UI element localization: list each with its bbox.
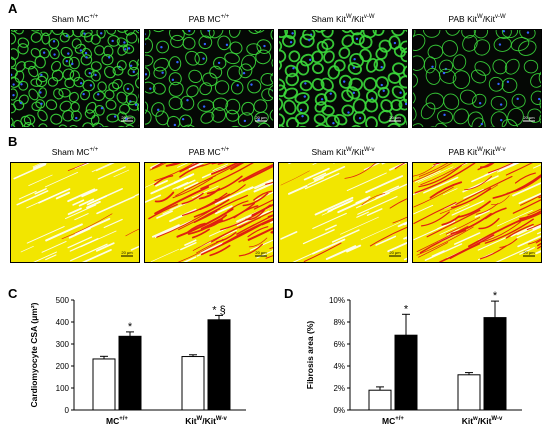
panel-letter-b: B — [8, 134, 18, 149]
bar-pab — [207, 319, 231, 411]
y-tick-label: 0 — [65, 406, 70, 415]
label-part: +/+ — [89, 14, 99, 21]
panel-letter-c: C — [8, 286, 18, 301]
scale-bar-label: 20 μm — [523, 115, 535, 120]
label-part: /Kit — [351, 147, 364, 157]
image-label-b4: PAB KitW/KitW-v — [412, 147, 542, 157]
scale-bar-label: 20 μm — [121, 115, 133, 120]
y-tick-label: 100 — [56, 384, 70, 393]
label-part: v-W — [363, 14, 375, 21]
y-axis-label: Fibrosis area (%) — [305, 321, 315, 390]
scale-bar: 20 μm — [523, 115, 535, 122]
micrograph-a3: 20 μm — [278, 29, 408, 128]
scale-bar: 20 μm — [121, 250, 133, 257]
label-part: W — [477, 147, 483, 154]
scale-bar-label: 20 μm — [121, 250, 133, 255]
scale-bar-label: 20 μm — [389, 250, 401, 255]
chart-fibrosis-area: 0% 2% 4% 6% 8% 10% Fibrosis area (%) * MC+/+ * Kit… — [305, 290, 522, 426]
label-part: /Kit — [482, 14, 495, 24]
micrograph-a2: 20 μm — [144, 29, 274, 128]
label-part: PAB Kit — [448, 147, 478, 157]
scale-bar-label: 20 μm — [255, 115, 267, 120]
y-tick-label: 400 — [56, 318, 70, 327]
label-part: /Kit — [351, 14, 364, 24]
label-part: Sham MC — [51, 14, 90, 24]
label-part: W-v — [363, 147, 375, 154]
label-part: W — [345, 14, 352, 21]
scale-bar: 20 μm — [255, 115, 267, 122]
micrograph-a4: 20 μm — [412, 29, 542, 128]
x-category-label: Kitw/KitW-v — [462, 416, 503, 426]
label-part: PAB Kit — [448, 14, 478, 24]
label-part: PAB MC — [188, 147, 221, 157]
label-part: /Kit — [482, 147, 496, 157]
bar-sham — [457, 374, 481, 411]
scale-bar: 20 μm — [523, 250, 535, 257]
image-label-a2: PAB MC+/+ — [144, 14, 274, 24]
label-part: +/+ — [220, 14, 230, 21]
y-axis-label: Cardiomyocyte CSA (μm²) — [29, 302, 39, 407]
image-label-b1: Sham MC+/+ — [10, 147, 140, 157]
bar-pab — [394, 334, 418, 411]
micrograph-b4: 20 μm — [412, 162, 542, 263]
label-part: W — [345, 147, 352, 154]
x-category-label: MC+/+ — [106, 416, 128, 426]
significance-marker: * — [404, 303, 409, 315]
scale-bar: 20 μm — [121, 115, 133, 122]
image-label-b3: Sham KitW/KitW-v — [278, 147, 408, 157]
panel-letter-a: A — [8, 1, 18, 16]
y-tick-label: 500 — [56, 296, 70, 305]
bar-sham — [181, 356, 205, 411]
label-part: +/+ — [89, 147, 99, 154]
scale-bar-label: 20 μm — [255, 250, 267, 255]
y-tick-label: 10% — [329, 296, 345, 305]
bar-sham — [92, 358, 116, 411]
image-label-b2: PAB MC+/+ — [144, 147, 274, 157]
x-category-label: KitW/KitW-v — [185, 416, 227, 426]
significance-marker: * — [128, 321, 133, 333]
micrograph-b1: 20 μm — [10, 162, 140, 263]
micrograph-b3: 20 μm — [278, 162, 408, 263]
y-tick-label: 200 — [56, 362, 70, 371]
label-part: PAB MC — [188, 14, 221, 24]
y-tick-label: 0% — [333, 406, 345, 415]
y-tick-label: 6% — [333, 340, 345, 349]
chart-cardiomyocyte-csa: 0 100 200 300 400 500 Cardiomyocyte CSA (μm²) *… — [29, 296, 246, 426]
label-part: W — [477, 14, 483, 21]
scale-bar: 20 μm — [389, 250, 401, 257]
scale-bar-label: 20 μm — [523, 250, 535, 255]
label-part: Sham Kit — [311, 147, 346, 157]
significance-marker: * § — [212, 304, 225, 316]
label-part: Sham Kit — [311, 14, 346, 24]
y-tick-label: 8% — [333, 318, 345, 327]
y-tick-label: 2% — [333, 384, 345, 393]
scale-bar-label: 20 μm — [389, 115, 401, 120]
scale-bar: 20 μm — [389, 115, 401, 122]
bar-sham — [368, 389, 392, 411]
micrograph-a1: 20 μm — [10, 29, 140, 128]
bar-pab — [483, 317, 507, 411]
panel-letter-d: D — [284, 286, 294, 301]
label-part: +/+ — [220, 147, 230, 154]
image-label-a4: PAB KitW/Kitv-W — [412, 14, 542, 24]
significance-marker: * — [493, 290, 498, 302]
label-part: Sham MC — [51, 147, 90, 157]
scale-bar: 20 μm — [255, 250, 267, 257]
micrograph-b2: 20 μm — [144, 162, 274, 263]
image-label-a3: Sham KitW/Kitv-W — [278, 14, 408, 24]
label-part: W-v — [495, 147, 506, 154]
y-tick-label: 300 — [56, 340, 70, 349]
y-tick-label: 4% — [333, 362, 345, 371]
image-label-a1: Sham MC+/+ — [10, 14, 140, 24]
bar-pab — [118, 335, 142, 411]
label-part: v-W — [494, 14, 506, 21]
x-category-label: MC+/+ — [382, 416, 404, 426]
